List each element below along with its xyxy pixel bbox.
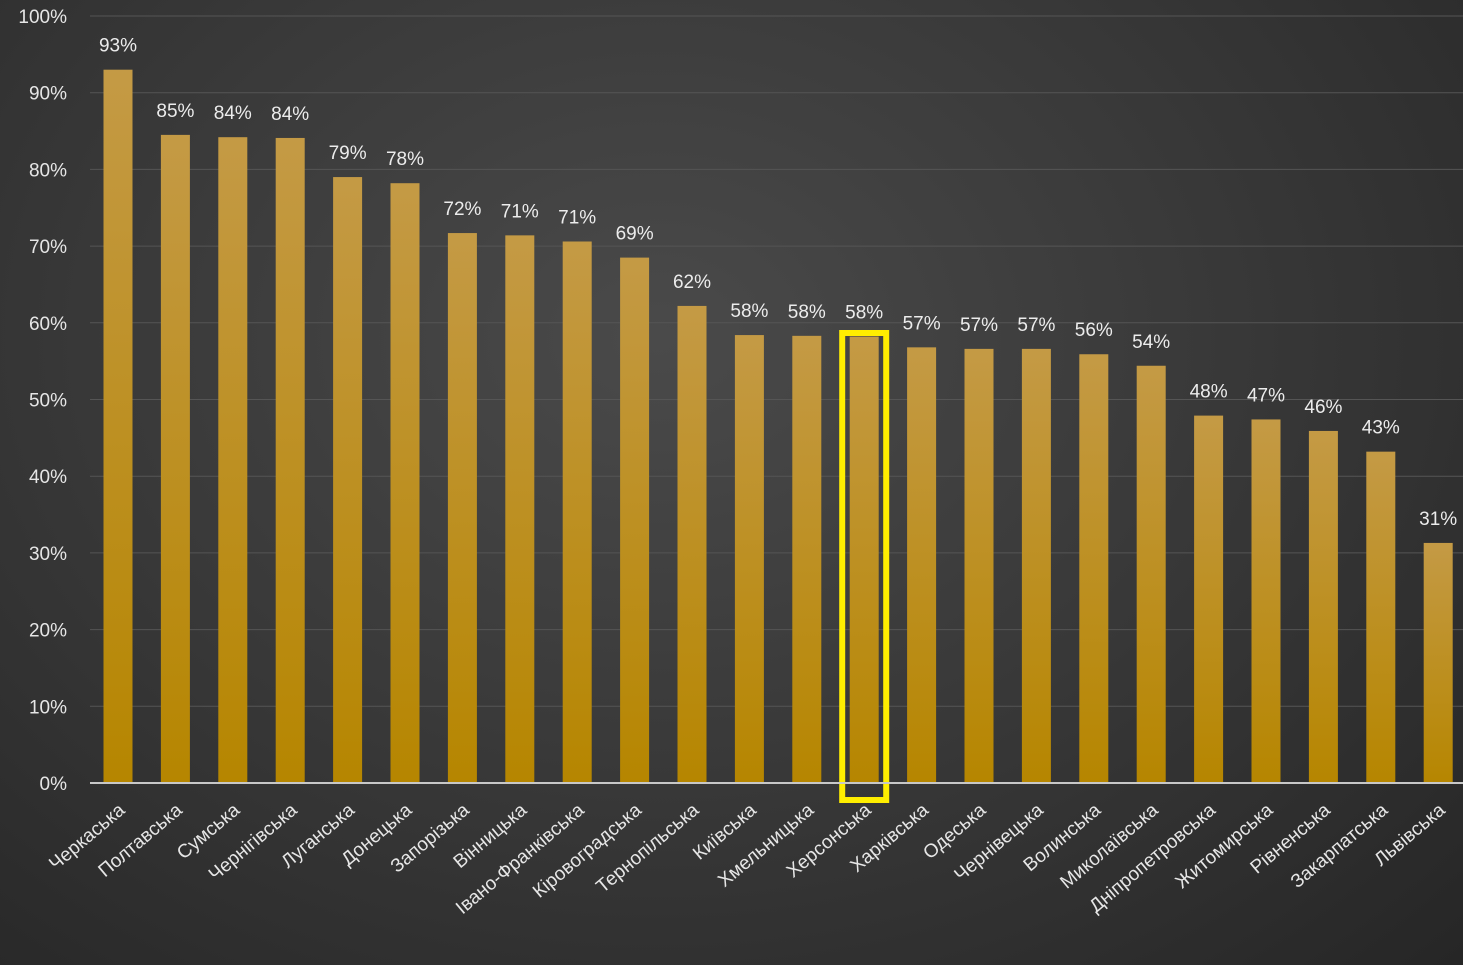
data-label: 43% (1362, 418, 1400, 439)
x-axis-labels: ЧеркаськаПолтавськаСумськаЧернігівськаЛу… (45, 799, 1449, 918)
bar (160, 134, 190, 783)
x-tick-label: Миколаївська (1057, 799, 1163, 893)
bar (218, 137, 248, 783)
data-label: 58% (730, 301, 768, 322)
data-label: 93% (99, 36, 137, 57)
y-tick-label: 10% (29, 697, 67, 718)
y-tick-label: 30% (29, 544, 67, 565)
bar (792, 335, 822, 783)
bar (447, 233, 477, 783)
y-tick-label: 50% (29, 391, 67, 412)
bar (333, 177, 363, 783)
data-label: 72% (443, 199, 481, 220)
x-tick-label: Житомирська (1172, 799, 1278, 893)
data-label: 57% (960, 315, 998, 336)
x-tick-label: Тернопільська (592, 799, 703, 897)
bar (1021, 348, 1051, 783)
bar (1136, 365, 1166, 783)
bars (103, 69, 1453, 784)
bar (1423, 542, 1453, 783)
y-tick-label: 100% (18, 7, 67, 28)
data-label: 85% (156, 101, 194, 122)
data-label: 69% (616, 224, 654, 245)
bar (390, 183, 420, 783)
data-label: 58% (788, 302, 826, 323)
bar (1251, 419, 1281, 783)
x-tick-label: Закарпатська (1287, 799, 1392, 892)
y-tick-label: 60% (29, 314, 67, 335)
bar (964, 348, 994, 783)
bar (1079, 354, 1109, 783)
bar (103, 69, 133, 783)
data-label: 84% (271, 104, 309, 125)
bar (275, 137, 305, 783)
y-tick-label: 0% (40, 774, 68, 795)
grid-lines (90, 15, 1463, 707)
data-label: 54% (1132, 332, 1170, 353)
y-tick-label: 40% (29, 467, 67, 488)
bar (1366, 451, 1396, 783)
bar (907, 347, 937, 783)
bar (734, 335, 764, 783)
bar (562, 241, 592, 784)
data-label: 57% (1017, 315, 1055, 336)
bar (849, 336, 879, 783)
data-label: 56% (1075, 320, 1113, 341)
bar (1194, 415, 1224, 783)
y-tick-label: 90% (29, 84, 67, 105)
data-labels: 93% 85% 84% 84% 79% 78% 72% 71% 71% 69% 62% 58% 58% 5… (99, 36, 1457, 530)
bar (620, 257, 650, 784)
data-label: 31% (1419, 509, 1457, 530)
data-label: 48% (1190, 382, 1228, 403)
data-label: 62% (673, 272, 711, 293)
data-label: 47% (1247, 385, 1285, 406)
highlight-layer (839, 330, 890, 803)
y-axis-ticks: 0% 10% 20% 30% 40% 50% 60% 70% 80% 90% 100% (18, 7, 67, 795)
data-label: 46% (1304, 397, 1342, 418)
data-label: 78% (386, 149, 424, 170)
data-label: 57% (903, 313, 941, 334)
data-label: 79% (329, 143, 367, 164)
highlight-box (839, 330, 890, 803)
data-label: 71% (501, 201, 539, 222)
y-tick-label: 80% (29, 160, 67, 181)
data-label: 84% (214, 103, 252, 124)
y-tick-label: 70% (29, 237, 67, 258)
y-tick-label: 20% (29, 621, 67, 642)
data-label: 58% (845, 303, 883, 324)
bar (677, 305, 707, 783)
data-label: 71% (558, 207, 596, 228)
bar (505, 235, 535, 783)
bar (1308, 430, 1338, 783)
